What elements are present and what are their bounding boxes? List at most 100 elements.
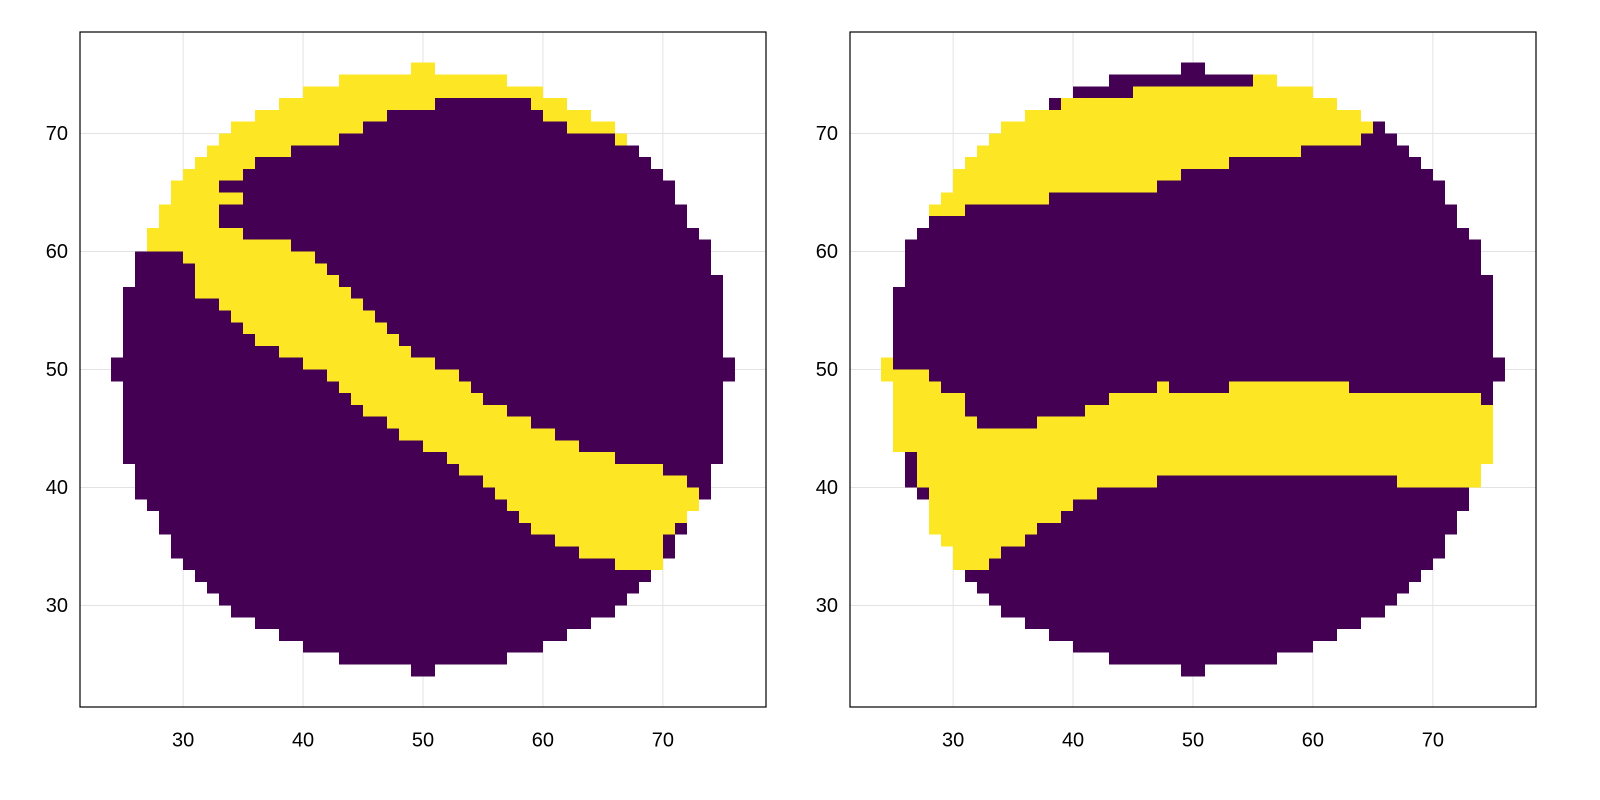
heatmap-cell — [159, 522, 531, 535]
heatmap-cell — [614, 133, 627, 146]
heatmap-cell — [123, 310, 232, 323]
heatmap-cell — [1061, 98, 1337, 110]
heatmap-cell — [929, 487, 1098, 500]
heatmap-cell — [219, 593, 627, 606]
heatmap-cell — [1348, 381, 1493, 394]
heatmap-cell — [470, 381, 723, 394]
heatmap-cell — [243, 227, 699, 240]
heatmap-cell — [339, 74, 507, 87]
heatmap-cell — [1025, 617, 1361, 630]
heatmap-cell — [291, 239, 711, 252]
heatmap-cell — [506, 499, 699, 512]
heatmap-cell — [506, 404, 723, 417]
heatmap-cell — [123, 452, 447, 464]
x-tick-label: 50 — [1182, 729, 1204, 751]
heatmap-cell — [1085, 404, 1493, 417]
heatmap-cell — [1001, 121, 1373, 134]
heatmap-cell — [1025, 109, 1361, 122]
heatmap-cell — [207, 145, 292, 158]
heatmap-cell — [929, 499, 1074, 512]
heatmap-cell — [965, 204, 1457, 217]
heatmap-cell — [183, 558, 615, 571]
heatmap-cell — [363, 121, 567, 134]
heatmap-cell — [135, 475, 483, 488]
heatmap-cell — [255, 617, 591, 630]
heatmap-cell — [195, 157, 256, 169]
x-tick-label: 40 — [1062, 729, 1084, 751]
heatmap-cell — [881, 369, 930, 382]
x-tick-label: 50 — [412, 729, 434, 751]
heatmap-cell — [147, 227, 244, 240]
heatmap-cell — [893, 357, 1505, 370]
heatmap-cell — [231, 121, 364, 134]
heatmap-cell — [1037, 416, 1493, 429]
heatmap-cell — [1049, 98, 1062, 110]
heatmap-cell — [399, 428, 555, 441]
heatmap-cell — [231, 605, 615, 618]
heatmap-cell — [255, 157, 651, 169]
heatmap-cell — [327, 369, 459, 382]
heatmap-cell — [614, 558, 663, 571]
heatmap-cell — [698, 487, 711, 500]
heatmap-cell — [399, 334, 723, 346]
heatmap-cell — [566, 121, 615, 134]
heatmap-cell — [458, 369, 735, 382]
heatmap-cell — [965, 393, 1110, 405]
heatmap-cell — [123, 393, 352, 405]
heatmap-cell — [893, 428, 1493, 441]
x-tick-label: 70 — [652, 729, 674, 751]
heatmap-cell — [893, 322, 1493, 335]
heatmap-panel: 30 40 50 60 70 30 40 50 60 70 — [816, 31, 1537, 751]
heatmap-cell — [243, 168, 663, 181]
heatmap-cell — [279, 629, 567, 641]
heatmap-cell — [387, 416, 531, 429]
heatmap-cell — [614, 452, 723, 464]
heatmap-cell — [135, 251, 184, 264]
y-tick-label: 60 — [46, 241, 68, 263]
heatmap-cell — [207, 581, 639, 594]
heatmap-cell — [530, 98, 567, 110]
heatmap-cell — [434, 98, 531, 110]
heatmap-cell — [363, 298, 723, 311]
heatmap-cell — [1157, 475, 1397, 488]
x-tick-label: 60 — [1302, 729, 1324, 751]
heatmap-cell — [989, 593, 1397, 606]
heatmap-cell — [279, 98, 435, 110]
heatmap-cell — [1049, 629, 1337, 641]
heatmap-cell — [1372, 121, 1385, 134]
y-tick-label: 50 — [46, 359, 68, 381]
heatmap-cell — [1252, 74, 1277, 87]
heatmap-cell — [662, 463, 711, 476]
heatmap-cell — [195, 286, 352, 299]
heatmap-cell — [123, 428, 400, 441]
heatmap-cell — [893, 286, 1493, 299]
heatmap-cell — [1181, 664, 1205, 677]
heatmap-cell — [147, 239, 292, 252]
heatmap-cell — [171, 546, 579, 559]
x-tick-label: 30 — [172, 729, 194, 751]
heatmap-cell — [159, 204, 220, 217]
y-tick-label: 70 — [816, 123, 838, 145]
heatmap-cell — [1049, 192, 1445, 205]
heatmap-cell — [941, 381, 1158, 394]
heatmap-cell — [1109, 74, 1253, 87]
heatmap-cell — [279, 345, 412, 358]
heatmap-cell — [351, 286, 723, 299]
heatmap-cell — [953, 546, 1002, 559]
heatmap-cell — [905, 239, 1481, 252]
heatmap-cell — [135, 463, 459, 476]
heatmap-cell — [123, 381, 340, 394]
heatmap-cell — [135, 275, 196, 287]
heatmap-cell — [195, 275, 340, 287]
heatmap-cell — [893, 345, 1493, 358]
heatmap-cell — [893, 393, 966, 405]
heatmap-cell — [123, 334, 256, 346]
heatmap-cell — [1300, 145, 1409, 158]
heatmap-cell — [917, 452, 1493, 464]
heatmap-cell — [494, 487, 699, 500]
heatmap-cell — [411, 664, 435, 677]
y-tick-label: 40 — [46, 477, 68, 499]
heatmap-cell — [917, 487, 930, 500]
